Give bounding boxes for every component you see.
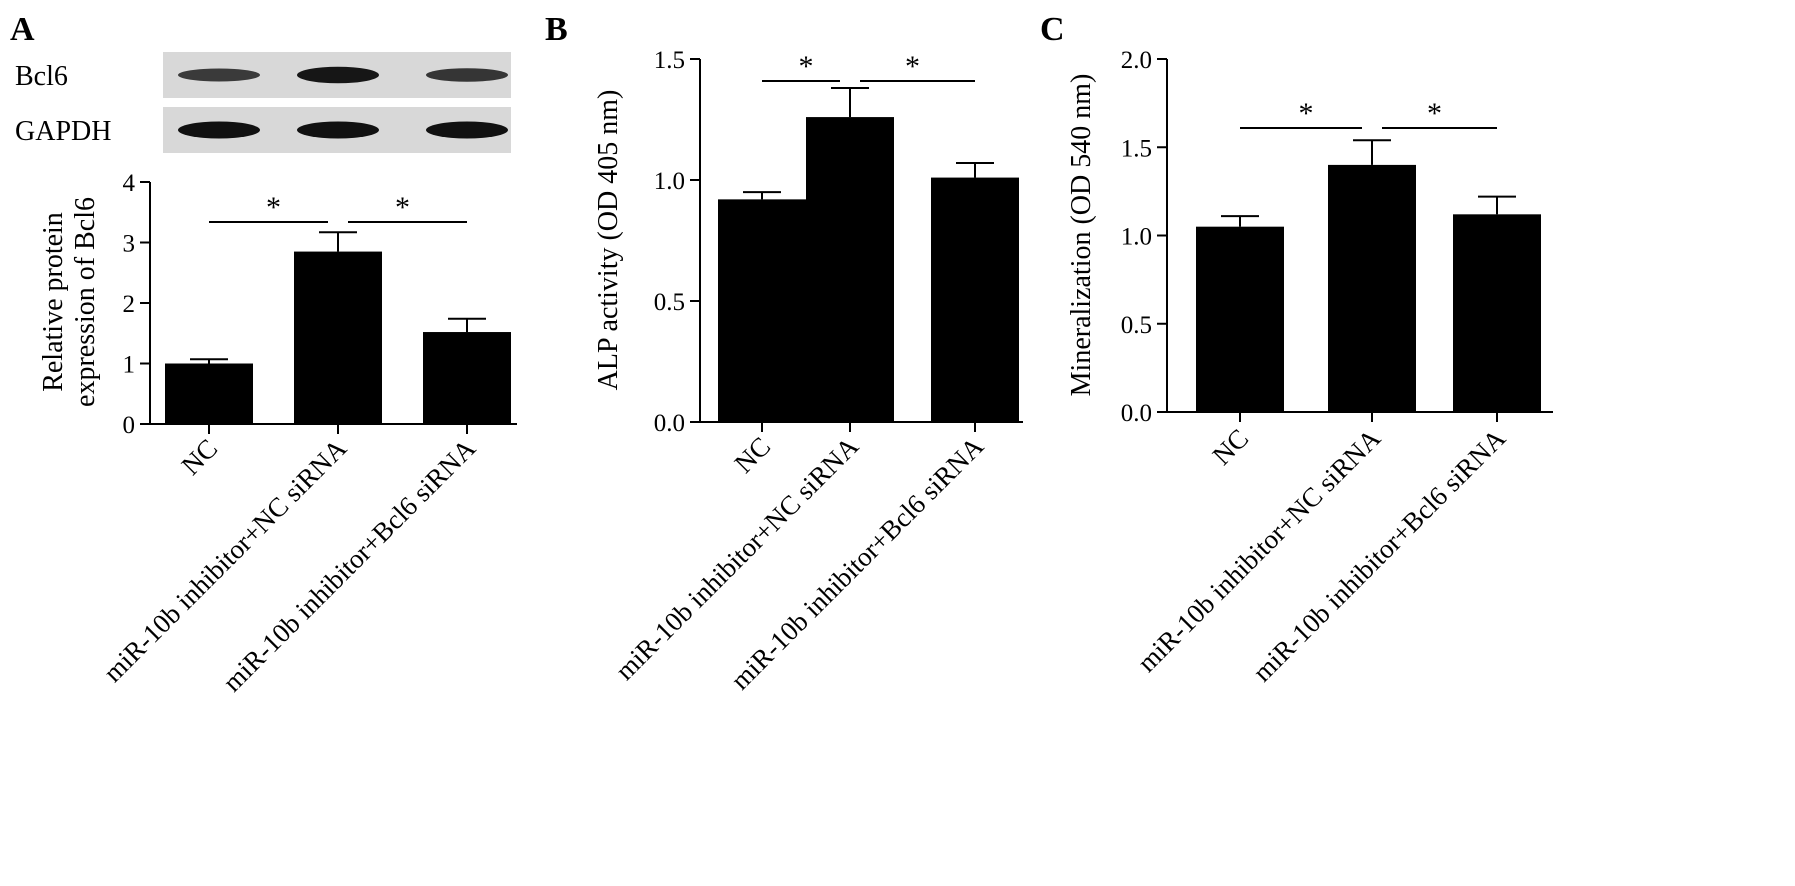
y-axis-label: Relative proteinexpression of Bcl6 [38,197,101,407]
significance-star: * [266,191,281,224]
y-tick-label: 1 [123,352,136,379]
category-label: NC [176,433,224,481]
y-tick-label: 0.0 [1121,400,1152,427]
y-tick-label: 2.0 [1121,47,1152,74]
significance-star: * [1299,97,1314,130]
category-label: miR-10b inhibitor+Bcl6 siRNA [217,433,482,698]
category-label: NC [1207,423,1255,471]
blot-row-label: Bcl6 [15,61,68,92]
category-label: miR-10b inhibitor+NC siRNA [1132,423,1387,678]
y-tick-label: 1.5 [654,47,685,74]
y-axis-label-line: Mineralization (OD 540 nm) [1066,74,1097,397]
bar [1196,226,1284,412]
panel-label: C [1040,11,1065,48]
y-tick-label: 0.0 [654,410,685,437]
category-label: miR-10b inhibitor+NC siRNA [98,433,353,688]
y-tick-label: 0.5 [654,289,685,316]
y-tick-label: 0 [123,412,136,439]
bar [1328,164,1416,412]
bar [165,363,253,424]
bar [423,332,511,424]
significance-star: * [395,191,410,224]
bar [806,117,894,422]
category-label: miR-10b inhibitor+Bcl6 siRNA [1247,423,1512,688]
blot-band [297,66,379,84]
y-axis-label-line: Relative protein [38,212,69,392]
y-tick-label: 1.0 [1121,224,1152,251]
bar [718,199,806,422]
panel-label: B [545,11,568,48]
bar [1453,214,1541,412]
blot-band [178,121,260,139]
y-axis-label: ALP activity (OD 405 nm) [593,90,624,391]
y-tick-label: 3 [123,231,136,258]
blot-row-label: GAPDH [15,116,111,147]
blot-band [426,68,508,82]
y-axis-label: Mineralization (OD 540 nm) [1066,74,1097,397]
y-axis-label-line: expression of Bcl6 [70,197,101,407]
significance-star: * [905,50,920,83]
significance-star: * [1427,97,1442,130]
y-axis-label-line: ALP activity (OD 405 nm) [593,90,624,391]
blot-band [178,68,260,82]
y-tick-label: 0.5 [1121,312,1152,339]
blot-band [426,121,508,139]
y-tick-label: 1.5 [1121,135,1152,162]
bar [931,177,1019,422]
category-label: miR-10b inhibitor+Bcl6 siRNA [725,431,990,696]
y-tick-label: 2 [123,291,136,318]
category-label: NC [729,431,777,479]
y-tick-label: 1.0 [654,168,685,195]
panel-label: A [10,11,35,48]
chart-panel-b: B 0.0 0.5 1.0 1.5 ALP activity (OD 405 nm) NCm… [545,11,1023,695]
category-label: miR-10b inhibitor+NC siRNA [610,431,865,686]
chart-panel-a: A 0 1 2 3 4 Relative proteinexpression of Bcl6… [10,11,517,697]
chart-panel-c: C 0.0 0.5 1.0 1.5 2.0 Mineralization (OD 540 n… [1040,11,1553,687]
blot-band [297,121,379,139]
significance-star: * [799,50,814,83]
y-tick-label: 4 [123,170,136,197]
bar [294,251,382,424]
